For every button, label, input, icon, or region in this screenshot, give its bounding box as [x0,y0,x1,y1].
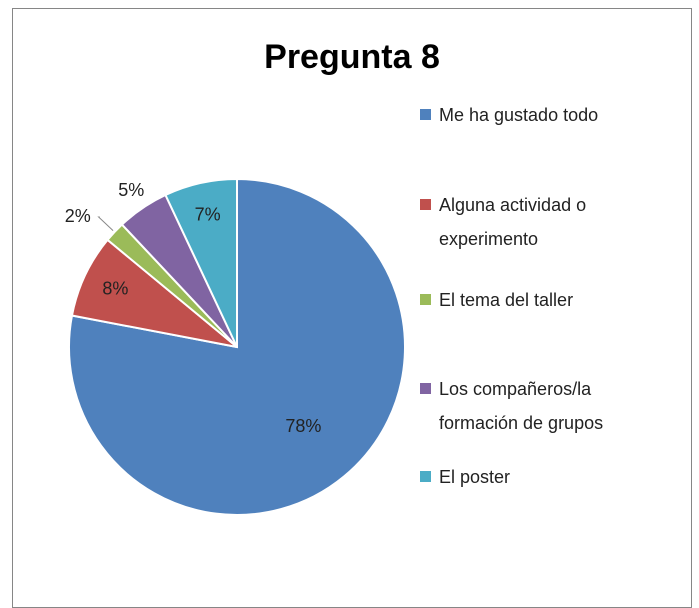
plot: 78% 8% 2% 5% 7% [65,177,406,516]
chart: Pregunta 8 78% 8% 2% 5% 7% Me ha gustado tod… [12,8,692,608]
data-label: 2% [65,206,91,226]
legend-item: Me ha gustado todo [420,98,670,132]
legend-item: El tema del taller [420,283,670,317]
legend-item: El poster [420,460,670,494]
leader-line [97,216,114,231]
legend-item: Los compañeros/la formación de grupos [420,372,670,440]
data-label: 8% [102,279,128,299]
legend-swatch [420,471,431,482]
legend-label: Los compañeros/la formación de grupos [439,379,604,433]
data-label: 7% [195,205,221,225]
legend-item: Alguna actividad o experimento [420,188,670,256]
legend-swatch [420,199,431,210]
legend-swatch [420,383,431,394]
chart-title: Pregunta 8 [264,38,440,76]
legend-label: Me ha gustado todo [439,105,599,125]
legend-swatch [420,294,431,305]
legend-label: El tema del taller [439,290,574,310]
data-label: 5% [118,180,144,200]
legend-swatch [420,109,431,120]
data-label: 78% [285,416,321,436]
legend-label: El poster [439,467,511,487]
legend-label: Alguna actividad o experimento [439,195,587,249]
pie-slice [68,177,406,516]
pie-slice [164,177,238,348]
